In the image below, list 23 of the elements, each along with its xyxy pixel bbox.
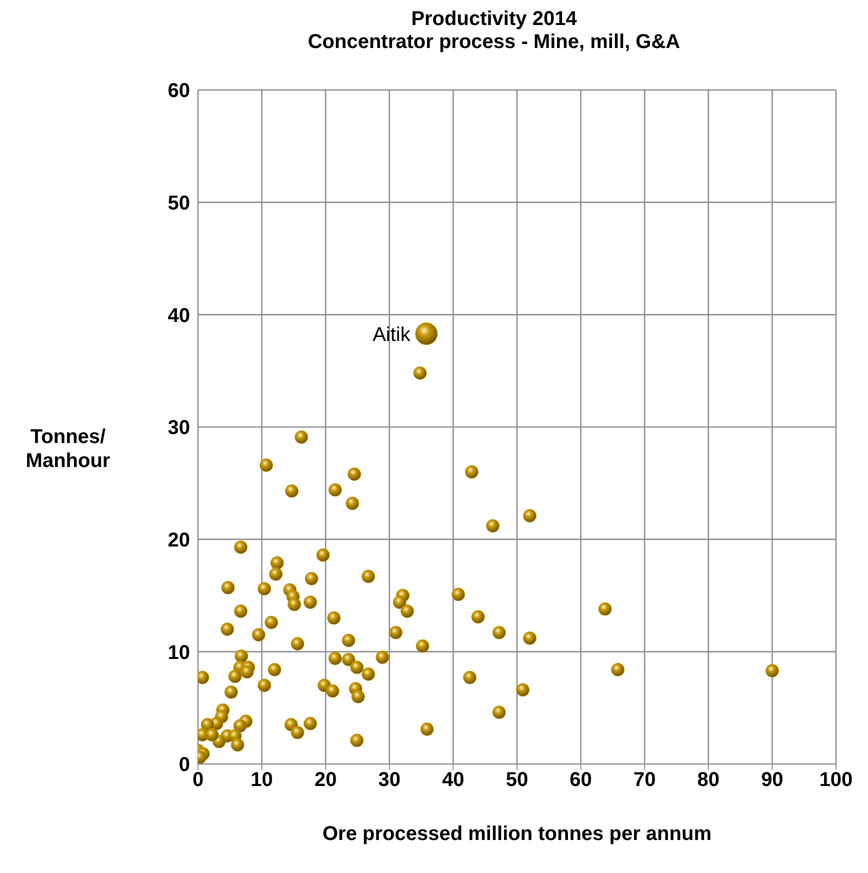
y-axis-title: Tonnes/ Manhour	[26, 426, 110, 472]
chart-title: Productivity 2014	[410, 8, 578, 31]
x-tick-label: 40	[442, 769, 464, 792]
y-tick-label: 40	[168, 304, 190, 327]
x-tick-label: 0	[192, 769, 204, 792]
x-tick-label: 90	[761, 769, 784, 792]
x-tick-label: 50	[506, 769, 528, 792]
y-tick-label: 60	[168, 80, 190, 102]
y-tick-label: 0	[178, 754, 190, 776]
x-tick-label: 60	[570, 769, 592, 792]
x-axis-title: Ore processed million tonnes per annum	[322, 823, 712, 845]
x-tick-label: 30	[378, 769, 401, 792]
y-tick-label: 50	[168, 192, 190, 214]
x-tick-label: 80	[697, 769, 720, 792]
y-tick-label: 30	[168, 417, 190, 440]
x-tick-label: 100	[819, 769, 853, 792]
x-tick-label: 20	[314, 769, 337, 792]
annotation: Aitik	[372, 324, 412, 346]
y-tick-label: 10	[168, 642, 190, 664]
x-tick-label: 70	[633, 769, 656, 792]
x-tick-label: 10	[250, 769, 273, 792]
chart-subtitle: Concentrator process - Mine, mill, G&A	[306, 31, 682, 54]
y-tick-label: 20	[168, 529, 190, 552]
